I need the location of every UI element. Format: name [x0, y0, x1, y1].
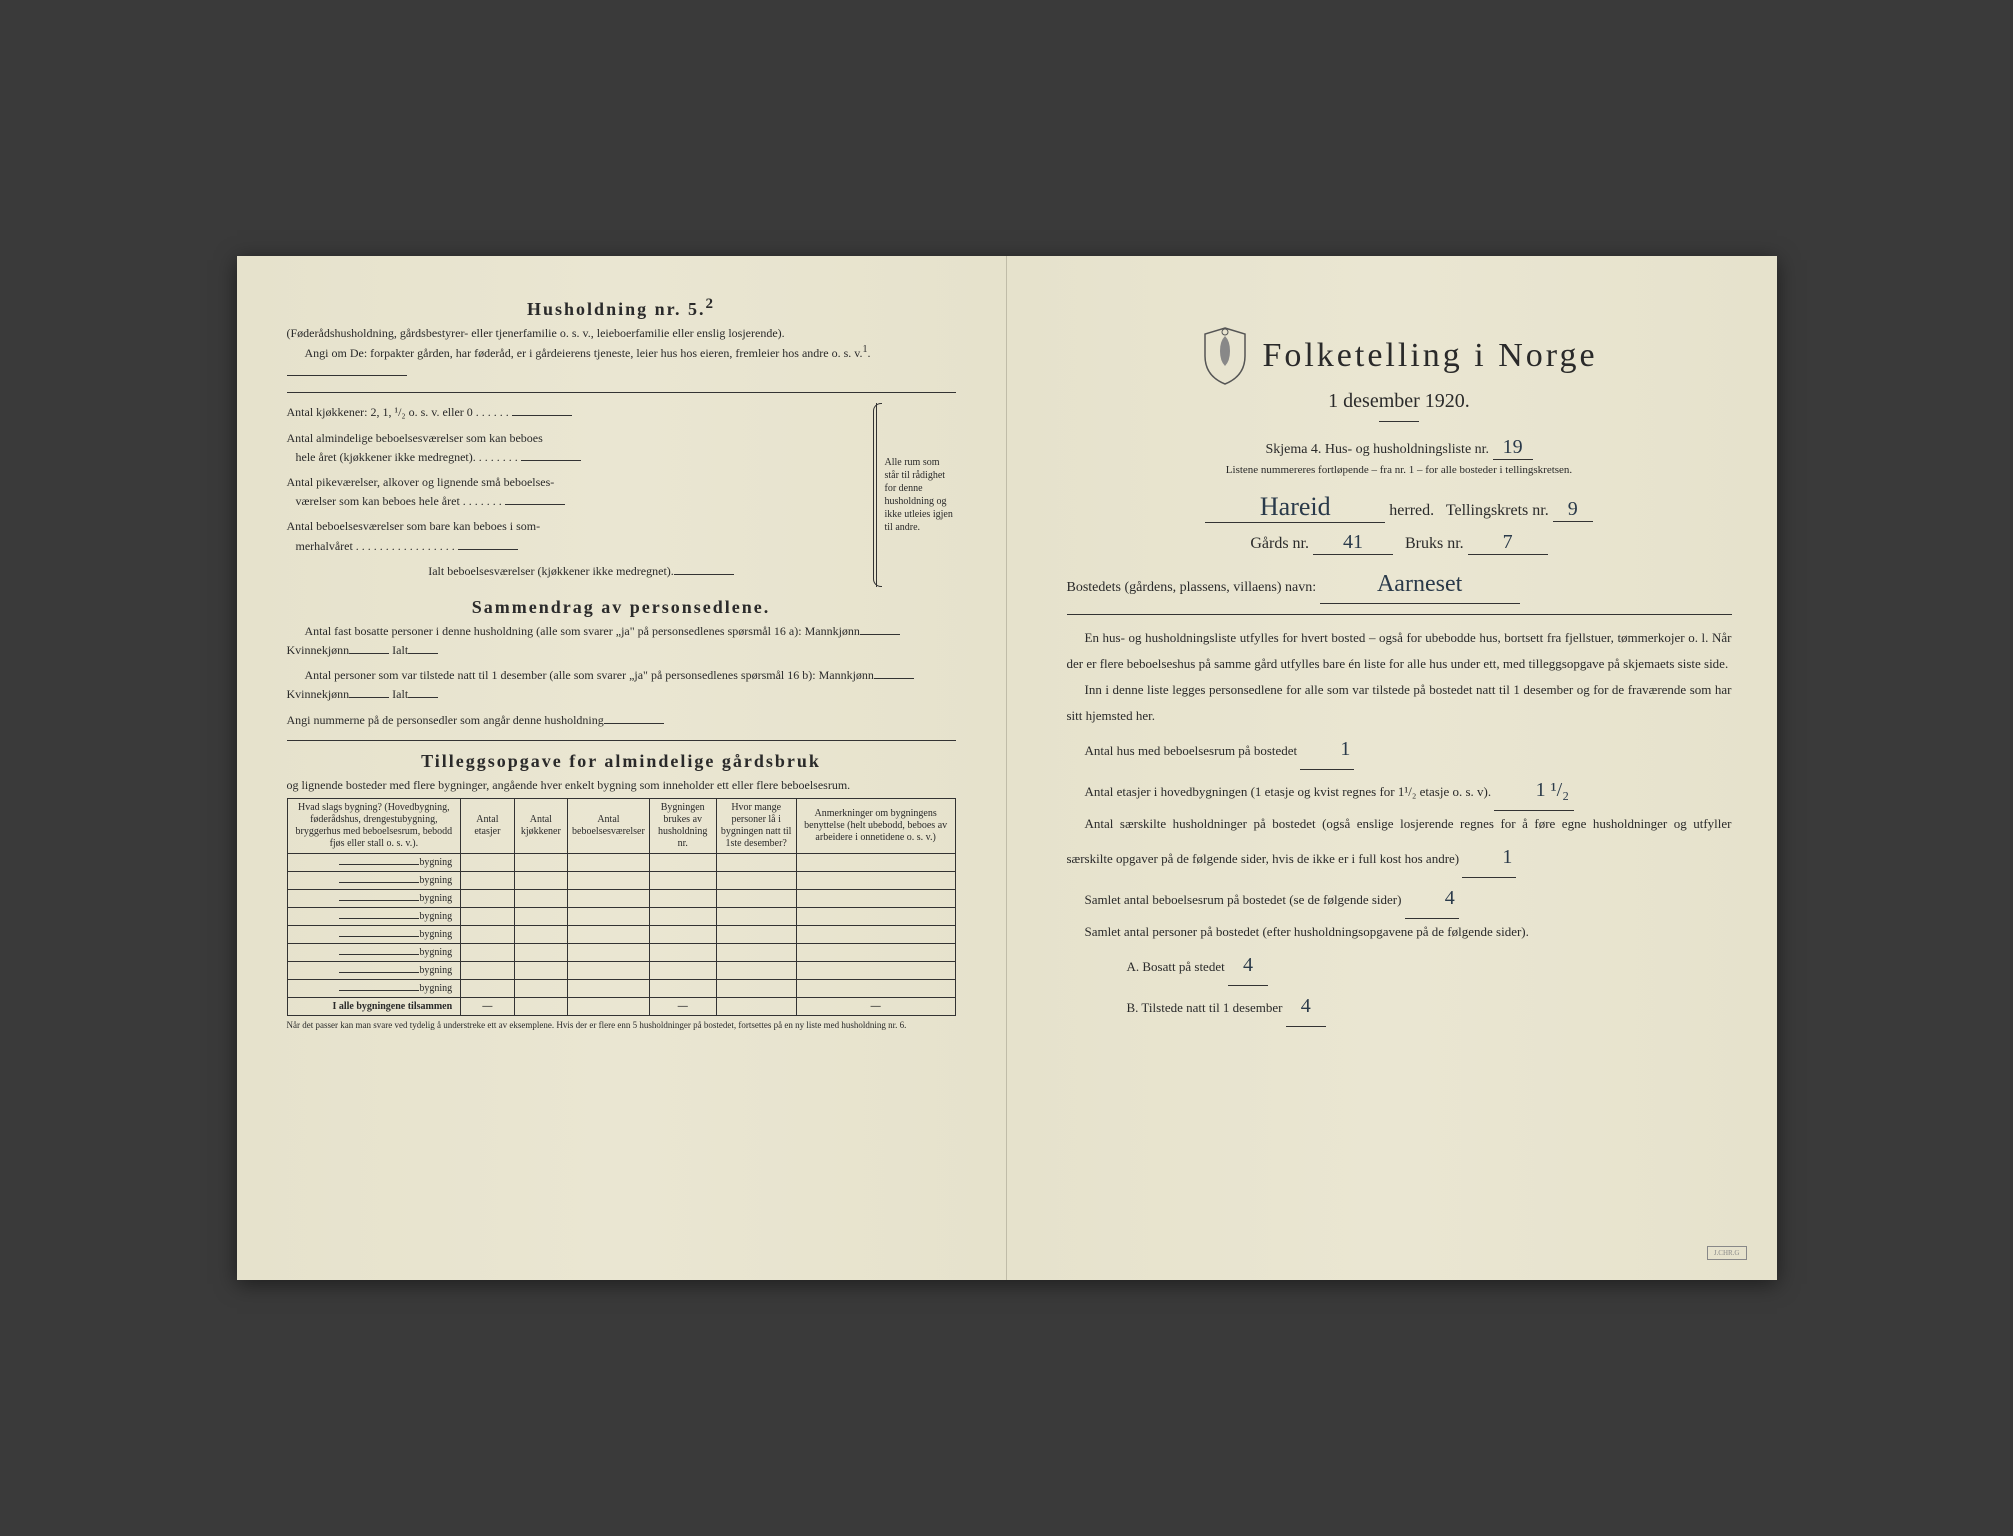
sammendrag-p2: Antal personer som var tilstede natt til…: [287, 666, 956, 704]
th-personer: Hvor mange personer lå i bygningen natt …: [716, 798, 796, 853]
table-row: bygning: [287, 979, 955, 997]
tillegg-sub: og lignende bosteder med flere bygninger…: [287, 776, 956, 794]
brace-note: Alle rum som står til rådighet for denne…: [876, 403, 956, 587]
bosatt-value: 4: [1239, 945, 1257, 985]
row-label: bygning: [287, 907, 461, 925]
footnote: Når det passer kan man svare ved tydelig…: [287, 1020, 956, 1032]
husholdning-note: (Føderådshusholdning, gårdsbestyrer- ell…: [287, 324, 956, 342]
table-row: bygning: [287, 889, 955, 907]
antal-etasjer-value: 1 ¹/₂: [1514, 770, 1574, 810]
sommer-line: Antal beboelsesværelser som bare kan beb…: [287, 517, 876, 555]
row-label: bygning: [287, 889, 461, 907]
tilstede-line: B. Tilstede natt til 1 desember 4: [1067, 986, 1732, 1027]
herred-value: Hareid: [1256, 492, 1335, 522]
sammendrag-title: Sammendrag av personsedlene.: [287, 597, 956, 618]
table-row: bygning: [287, 943, 955, 961]
gards-line: Gårds nr. 41 Bruks nr. 7: [1067, 531, 1732, 555]
antal-hushold-line: Antal særskilte husholdninger på bostede…: [1067, 811, 1732, 878]
tellingskrets-value: 9: [1564, 498, 1582, 521]
row-label: bygning: [287, 961, 461, 979]
th-kjokken: Antal kjøkkener: [514, 798, 567, 853]
right-body: En hus- og husholdningsliste utfylles fo…: [1067, 625, 1732, 1027]
body-p1: En hus- og husholdningsliste utfylles fo…: [1067, 625, 1732, 677]
gards-value: 41: [1339, 531, 1367, 554]
table-header-row: Hvad slags bygning? (Hovedbygning, føder…: [287, 798, 955, 853]
tillegg-title: Tilleggsopgave for almindelige gårdsbruk: [287, 751, 956, 772]
main-title: Folketelling i Norge: [1262, 337, 1597, 375]
th-anmerk: Anmerkninger om bygningens benyttelse (h…: [796, 798, 955, 853]
census-document: Husholdning nr. 5.2 (Føderådshusholdning…: [237, 256, 1777, 1280]
total-label: I alle bygningene tilsammen: [287, 997, 461, 1015]
table-row: bygning: [287, 871, 955, 889]
antal-hus-value: 1: [1318, 729, 1354, 769]
table-row: bygning: [287, 907, 955, 925]
bosted-value: Aarneset: [1373, 565, 1466, 603]
bruks-value: 7: [1499, 531, 1517, 554]
left-page: Husholdning nr. 5.2 (Føderådshusholdning…: [237, 256, 1007, 1280]
divider-icon: [1379, 421, 1419, 422]
bygning-table: Hvad slags bygning? (Hovedbygning, føder…: [287, 798, 956, 1016]
printer-stamp: J.CHR.G: [1707, 1246, 1747, 1260]
ialt-line: Ialt beboelsesværelser (kjøkkener ikke m…: [287, 562, 876, 581]
skjema-line: Skjema 4. Hus- og husholdningsliste nr. …: [1067, 436, 1732, 460]
listene-text: Listene nummereres fortløpende – fra nr.…: [1067, 464, 1732, 476]
row-label: bygning: [287, 943, 461, 961]
sammendrag-p1: Antal fast bosatte personer i denne hush…: [287, 622, 956, 660]
liste-nr-value: 19: [1499, 436, 1527, 459]
pike-line: Antal pikeværelser, alkover og lignende …: [287, 473, 876, 511]
th-etasjer: Antal etasjer: [461, 798, 514, 853]
husholdning-title: Husholdning nr. 5.2: [287, 296, 956, 320]
kjokken-line: Antal kjøkkener: 2, 1, ¹/₂ o. s. v. elle…: [287, 403, 876, 422]
bosted-line: Bostedets (gårdens, plassens, villaens) …: [1067, 565, 1732, 604]
tilstede-value: 4: [1297, 986, 1315, 1026]
th-bygning: Hvad slags bygning? (Hovedbygning, føder…: [287, 798, 461, 853]
title-row: Folketelling i Norge: [1067, 326, 1732, 386]
antal-hushold-value: 1: [1480, 837, 1516, 877]
right-page: Folketelling i Norge 1 desember 1920. Sk…: [1007, 256, 1777, 1280]
samlet-beboelse-line: Samlet antal beboelsesrum på bostedet (s…: [1067, 878, 1732, 919]
table-row: bygning: [287, 925, 955, 943]
samlet-personer-line: Samlet antal personer på bostedet (efter…: [1067, 919, 1732, 945]
row-label: bygning: [287, 853, 461, 871]
row-label: bygning: [287, 979, 461, 997]
antal-etasjer-line: Antal etasjer i hovedbygningen (1 etasje…: [1067, 770, 1732, 811]
table-total-row: I alle bygningene tilsammen ———: [287, 997, 955, 1015]
almind-line: Antal almindelige beboelsesværelser som …: [287, 429, 876, 467]
th-beboelse: Antal beboelsesværelser: [568, 798, 650, 853]
coat-of-arms-icon: [1200, 326, 1250, 386]
row-label: bygning: [287, 871, 461, 889]
date-line: 1 desember 1920.: [1067, 390, 1732, 413]
angi-text: Angi om De: forpakter gården, har føderå…: [287, 342, 956, 382]
th-hushold: Bygningen brukes av husholdning nr.: [649, 798, 716, 853]
body-p2: Inn i denne liste legges personsedlene f…: [1067, 677, 1732, 729]
samlet-beboelse-value: 4: [1423, 878, 1459, 918]
rooms-section: Antal kjøkkener: 2, 1, ¹/₂ o. s. v. elle…: [287, 403, 956, 587]
angi-nummer: Angi nummerne på de personsedler som ang…: [287, 711, 956, 730]
row-label: bygning: [287, 925, 461, 943]
bosatt-line: A. Bosatt på stedet 4: [1067, 945, 1732, 986]
antal-hus-line: Antal hus med beboelsesrum på bostedet 1: [1067, 729, 1732, 770]
herred-line: Hareid herred. Tellingskrets nr. 9: [1067, 492, 1732, 523]
table-row: bygning: [287, 961, 955, 979]
table-row: bygning: [287, 853, 955, 871]
